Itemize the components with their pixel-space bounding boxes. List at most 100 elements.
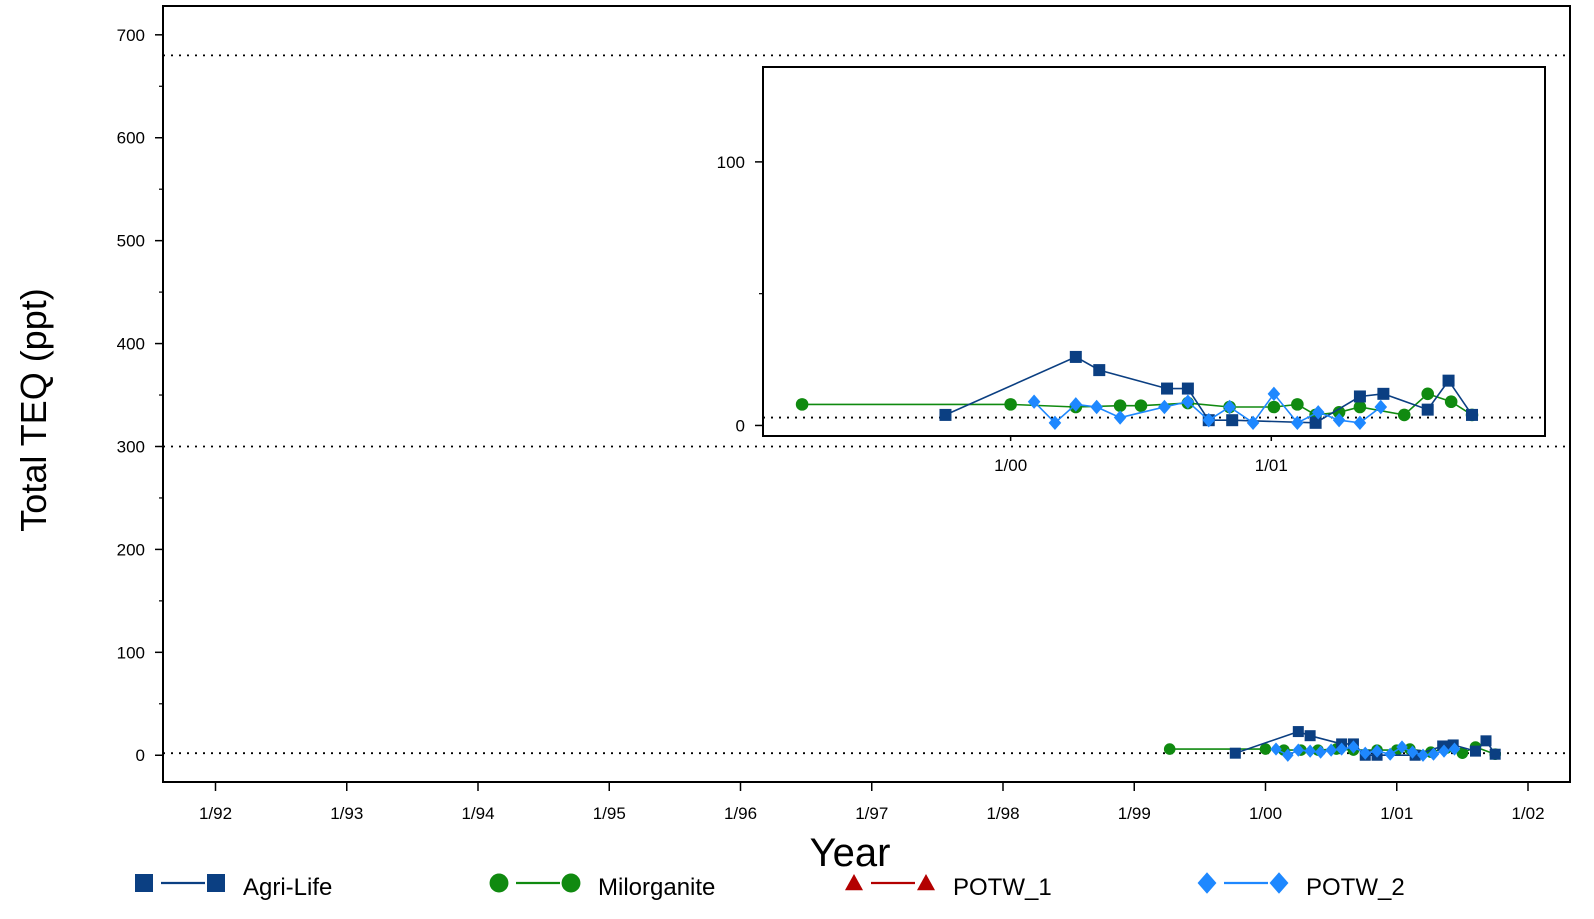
x-tick-label: 1/92 xyxy=(199,804,232,823)
x-tick-label: 1/93 xyxy=(330,804,363,823)
inset-point-milorganite xyxy=(1134,399,1148,412)
point-potw-2 xyxy=(1347,740,1360,754)
y-tick-label: 300 xyxy=(117,437,145,456)
inset-plot-frame xyxy=(762,66,1546,437)
x-tick-label: 1/95 xyxy=(593,804,626,823)
plot-frame xyxy=(162,5,1571,783)
point-potw-2 xyxy=(1371,744,1383,758)
point-potw-2 xyxy=(1406,745,1419,759)
legend-marker xyxy=(561,873,581,893)
x-tick-label: 1/96 xyxy=(724,804,757,823)
legend-item-milorganite: Milorganite xyxy=(489,873,715,901)
point-potw-2 xyxy=(1438,744,1450,758)
inset-point-agri-life xyxy=(1421,403,1434,416)
inset-point-potw-2 xyxy=(1291,415,1304,431)
inset-point-agri-life xyxy=(1226,414,1239,427)
x-axis-title: Year xyxy=(810,831,891,875)
point-milorganite xyxy=(1456,747,1469,759)
inset-point-milorganite xyxy=(1004,398,1017,411)
point-agri-life xyxy=(1470,745,1481,757)
inset-point-agri-life xyxy=(1161,382,1174,395)
inset-point-agri-life xyxy=(1377,387,1390,400)
main-plot: 1/92 1/93 1/94 1/95 1/96 1/97 1/98 1/99 1/00 1/01… xyxy=(117,5,1571,823)
inset-point-potw-2 xyxy=(1223,399,1236,415)
inset-point-potw-2 xyxy=(1332,412,1346,428)
point-potw-2 xyxy=(1325,743,1337,757)
point-potw-2 xyxy=(1359,746,1372,760)
legend-marker xyxy=(489,873,509,893)
point-potw-2 xyxy=(1384,747,1396,761)
inset-series-line-potw-2 xyxy=(1033,392,1382,424)
inset-point-potw-2 xyxy=(1246,415,1260,431)
y-tick-label: 600 xyxy=(117,129,145,148)
legend-label: POTW_1 xyxy=(953,874,1052,901)
inset-plot: 1/00 1/01 0 100 xyxy=(717,66,1546,475)
legend-marker xyxy=(207,874,225,892)
y-tick-label: 200 xyxy=(117,540,145,559)
y-tick-label: 700 xyxy=(117,26,145,45)
x-tick-label: 1/02 xyxy=(1511,804,1544,823)
inset-y-tick-label: 100 xyxy=(717,153,745,172)
inset-point-milorganite xyxy=(1291,398,1304,411)
inset-point-agri-life xyxy=(1353,390,1366,403)
inset-point-milorganite xyxy=(1353,400,1367,414)
inset-point-agri-life xyxy=(1309,416,1322,429)
point-agri-life xyxy=(1437,740,1449,752)
y-tick-label: 0 xyxy=(136,746,145,765)
inset-point-potw-2 xyxy=(1069,397,1083,412)
legend-item-agri-life: Agri-Life xyxy=(135,874,332,901)
inset-point-milorganite xyxy=(1421,387,1434,401)
inset-point-potw-2 xyxy=(1090,399,1103,415)
inset-point-agri-life xyxy=(1093,364,1106,377)
inset-point-agri-life xyxy=(1069,350,1082,363)
legend-label: Agri-Life xyxy=(243,874,332,901)
point-potw-2 xyxy=(1270,742,1282,756)
legend-label: Milorganite xyxy=(598,874,715,901)
y-axis-title: Total TEQ (ppt) xyxy=(13,288,54,531)
inset-point-milorganite xyxy=(795,398,809,411)
inset-point-potw-2 xyxy=(1202,412,1216,428)
inset-point-potw-2 xyxy=(1311,405,1325,420)
inset-point-potw-2 xyxy=(1267,386,1281,402)
x-tick-label: 1/94 xyxy=(461,804,494,823)
point-agri-life xyxy=(1480,735,1492,747)
inset-y-tick-label: 0 xyxy=(736,416,745,435)
inset-point-potw-2 xyxy=(1353,415,1367,431)
x-tick-label: 1/97 xyxy=(855,804,888,823)
inset-x-tick-label: 1/01 xyxy=(1255,456,1288,475)
point-potw-2 xyxy=(1335,742,1348,756)
x-tick-label: 1/98 xyxy=(986,804,1019,823)
point-agri-life xyxy=(1489,748,1501,760)
legend-item-potw-2: POTW_2 xyxy=(1197,872,1405,901)
point-potw-2 xyxy=(1448,742,1461,756)
inset-x-tick-label: 1/00 xyxy=(994,456,1027,475)
inset-point-potw-2 xyxy=(1158,399,1171,415)
inset-point-agri-life xyxy=(1466,408,1479,421)
point-milorganite xyxy=(1259,743,1272,755)
point-potw-2 xyxy=(1417,748,1429,762)
point-agri-life xyxy=(1292,726,1304,738)
legend-marker xyxy=(917,874,935,891)
legend-marker xyxy=(845,874,863,891)
point-potw-2 xyxy=(1292,743,1305,757)
point-potw-2 xyxy=(1396,740,1408,754)
x-tick-label: 1/01 xyxy=(1380,804,1413,823)
inset-point-potw-2 xyxy=(1048,415,1062,431)
inset-point-agri-life xyxy=(1442,374,1455,387)
point-potw-2 xyxy=(1427,747,1440,761)
legend-marker xyxy=(135,874,153,892)
inset-point-milorganite xyxy=(1113,399,1127,412)
legend-marker xyxy=(1269,872,1289,894)
inset-point-milorganite xyxy=(1267,400,1281,414)
legend-marker xyxy=(1197,872,1217,894)
x-tick-label: 1/99 xyxy=(1118,804,1151,823)
legend: Agri-Life Milorganite POTW_1 POTW_2 xyxy=(135,872,1405,901)
y-tick-label: 500 xyxy=(117,232,145,251)
point-agri-life xyxy=(1304,730,1316,742)
point-milorganite xyxy=(1163,743,1176,755)
inset-point-milorganite xyxy=(1444,395,1458,409)
inset-point-potw-2 xyxy=(1027,394,1041,409)
inset-point-potw-2 xyxy=(1113,410,1127,425)
legend-item-potw-1: POTW_1 xyxy=(845,874,1052,901)
y-tick-label: 400 xyxy=(117,335,145,354)
